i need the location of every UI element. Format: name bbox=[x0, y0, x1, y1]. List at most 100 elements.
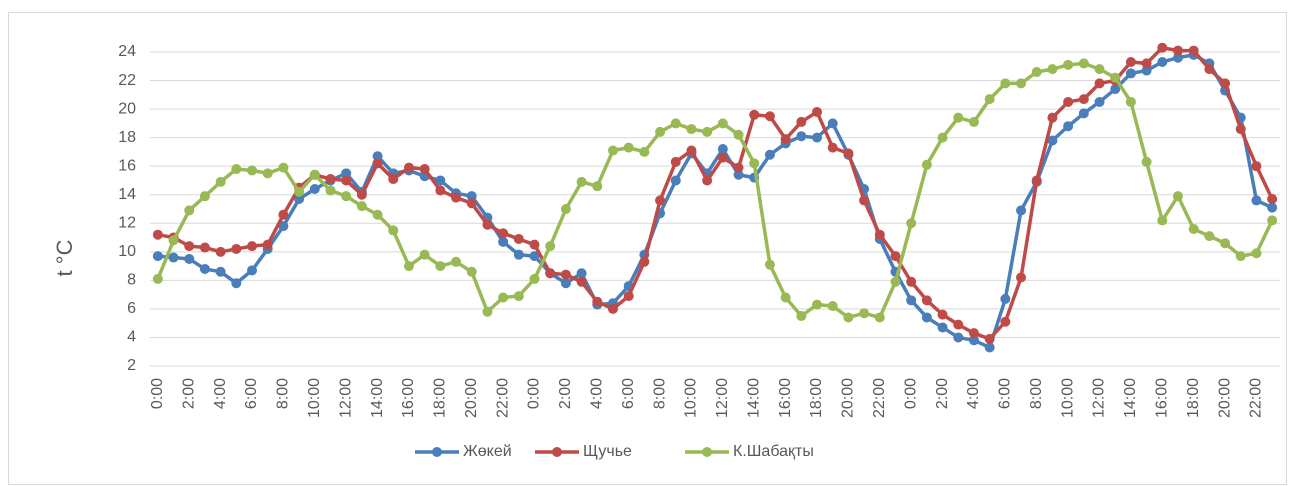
data-point bbox=[1063, 96, 1074, 107]
data-point bbox=[717, 144, 728, 155]
data-point bbox=[1172, 45, 1183, 56]
data-point bbox=[1125, 56, 1136, 67]
data-point bbox=[1078, 94, 1089, 105]
data-point bbox=[513, 249, 524, 260]
x-tick-label: 20:00 bbox=[1216, 378, 1233, 418]
data-point bbox=[906, 295, 917, 306]
data-point bbox=[890, 251, 901, 262]
data-point bbox=[1204, 231, 1215, 242]
x-tick-label: 4:00 bbox=[589, 378, 606, 409]
data-point bbox=[451, 256, 462, 267]
x-tick-label: 18:00 bbox=[808, 378, 825, 418]
data-point bbox=[262, 239, 273, 250]
data-point bbox=[1251, 195, 1262, 206]
data-point bbox=[968, 116, 979, 127]
data-point bbox=[921, 159, 932, 170]
x-tick-label: 14:00 bbox=[1122, 378, 1139, 418]
x-tick-label: 12:00 bbox=[337, 378, 354, 418]
data-point bbox=[309, 184, 320, 195]
x-tick-label: 10:00 bbox=[1059, 378, 1076, 418]
data-point bbox=[1188, 223, 1199, 234]
x-tick-label: 18:00 bbox=[432, 378, 449, 418]
data-point bbox=[1172, 52, 1183, 63]
data-point bbox=[639, 146, 650, 157]
y-tick-label: 22 bbox=[118, 72, 136, 89]
data-point bbox=[529, 251, 540, 262]
data-point bbox=[670, 156, 681, 167]
data-point bbox=[874, 229, 885, 240]
x-tick-label: 22:00 bbox=[494, 378, 511, 418]
data-point bbox=[623, 142, 634, 153]
data-point bbox=[906, 276, 917, 287]
y-tick-label: 24 bbox=[118, 43, 136, 60]
data-point bbox=[827, 301, 838, 312]
data-point bbox=[231, 278, 242, 289]
legend-marker bbox=[552, 447, 562, 457]
data-point bbox=[843, 312, 854, 323]
data-point bbox=[812, 106, 823, 117]
data-point bbox=[278, 209, 289, 220]
data-point bbox=[184, 253, 195, 264]
x-tick-label: 16:00 bbox=[400, 378, 417, 418]
x-tick-label: 12:00 bbox=[714, 378, 731, 418]
data-point bbox=[560, 278, 571, 289]
data-point bbox=[466, 266, 477, 277]
x-tick-label: 0:00 bbox=[526, 378, 543, 409]
x-tick-label: 14:00 bbox=[369, 378, 386, 418]
y-tick-label: 4 bbox=[127, 329, 136, 346]
data-point bbox=[1094, 64, 1105, 75]
data-point bbox=[576, 176, 587, 187]
data-point bbox=[1141, 156, 1152, 167]
data-point bbox=[937, 132, 948, 143]
data-point bbox=[498, 236, 509, 247]
data-point bbox=[1110, 84, 1121, 95]
y-tick-label: 8 bbox=[127, 272, 136, 289]
data-point bbox=[356, 189, 367, 200]
data-point bbox=[607, 303, 618, 314]
data-point bbox=[325, 185, 336, 196]
data-point bbox=[655, 195, 666, 206]
legend-label: К.Шабақты bbox=[733, 443, 814, 460]
data-point bbox=[309, 169, 320, 180]
y-tick-label: 10 bbox=[118, 243, 136, 260]
data-point bbox=[388, 225, 399, 236]
data-point bbox=[372, 151, 383, 162]
data-point bbox=[1047, 112, 1058, 123]
data-point bbox=[670, 118, 681, 129]
data-point bbox=[1267, 194, 1278, 205]
data-point bbox=[1267, 215, 1278, 226]
x-tick-label: 18:00 bbox=[1185, 378, 1202, 418]
y-axis-label: t °C bbox=[52, 239, 77, 276]
data-point bbox=[796, 131, 807, 142]
y-tick-label: 12 bbox=[118, 214, 136, 231]
data-point bbox=[1235, 124, 1246, 135]
data-point bbox=[168, 235, 179, 246]
data-point bbox=[733, 129, 744, 140]
data-point bbox=[403, 162, 414, 173]
data-point bbox=[1251, 248, 1262, 259]
x-tick-label: 8:00 bbox=[275, 378, 292, 409]
data-point bbox=[184, 241, 195, 252]
data-point bbox=[278, 162, 289, 173]
data-point bbox=[984, 94, 995, 105]
data-point bbox=[686, 124, 697, 135]
data-point bbox=[498, 292, 509, 303]
data-point bbox=[1000, 78, 1011, 89]
data-point bbox=[278, 221, 289, 232]
data-point bbox=[199, 191, 210, 202]
data-point bbox=[1063, 121, 1074, 132]
data-point bbox=[294, 186, 305, 197]
data-point bbox=[403, 261, 414, 272]
data-point bbox=[1031, 66, 1042, 77]
data-point bbox=[1157, 56, 1168, 67]
data-point bbox=[560, 204, 571, 214]
data-point bbox=[1157, 42, 1168, 53]
data-point bbox=[827, 142, 838, 153]
data-point bbox=[812, 299, 823, 310]
data-point bbox=[325, 174, 336, 185]
data-point bbox=[953, 319, 964, 330]
data-point bbox=[451, 192, 462, 203]
data-point bbox=[921, 312, 932, 323]
data-point bbox=[356, 201, 367, 212]
